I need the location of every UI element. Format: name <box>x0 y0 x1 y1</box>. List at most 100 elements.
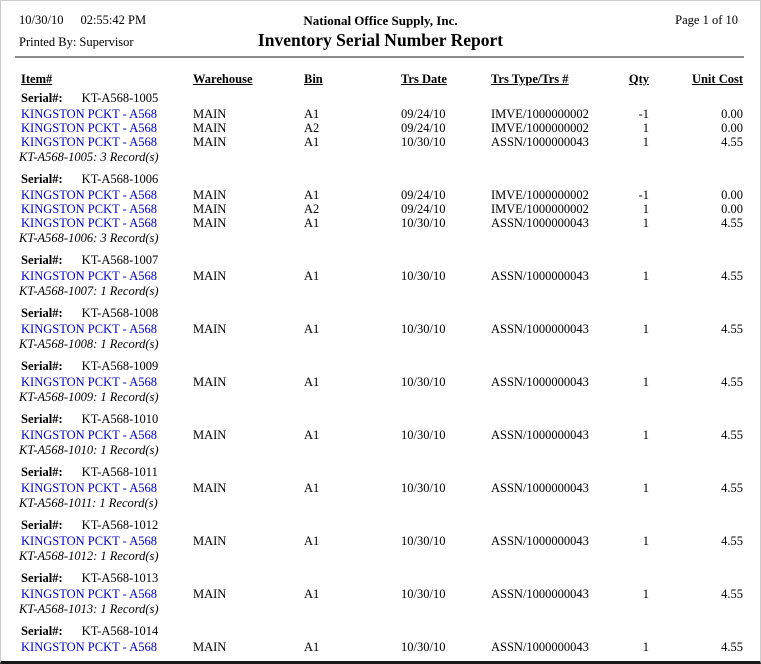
column-header-trs-type: Trs Type/Trs # <box>491 72 569 86</box>
serial-line: Serial#: KT-A568-1012 <box>1 517 760 534</box>
qty-cell: -1 <box>638 107 649 121</box>
serial-number: KT-A568-1009 <box>81 359 159 373</box>
bin-cell: A1 <box>304 322 320 336</box>
item-link[interactable]: KINGSTON PCKT - A568 <box>21 216 158 230</box>
serial-label: Serial#: <box>21 172 63 186</box>
item-link[interactable]: KINGSTON PCKT - A568 <box>21 640 158 654</box>
serial-label: Serial#: <box>21 412 63 426</box>
bin-cell: A1 <box>304 135 320 149</box>
record-count-summary: KT-A568-1013: 1 Record(s) <box>19 602 159 616</box>
trs-type-cell: IMVE/1000000002 <box>491 121 589 135</box>
item-link[interactable]: KINGSTON PCKT - A568 <box>21 481 158 495</box>
bin-cell: A1 <box>304 269 320 283</box>
unit-cost-cell: 0.00 <box>721 121 743 135</box>
column-header-unit-cost: Unit Cost <box>691 72 743 86</box>
bin-cell: A2 <box>304 202 320 216</box>
serial-number: KT-A568-1010 <box>81 412 159 426</box>
item-link[interactable]: KINGSTON PCKT - A568 <box>21 534 158 548</box>
block-rows: KINGSTON PCKT - A568 MAIN A1 10/30/10 AS… <box>1 322 760 336</box>
column-header-row: Item# Warehouse Bin Trs Date Trs Type/Tr… <box>1 71 760 87</box>
item-link[interactable]: KINGSTON PCKT - A568 <box>21 188 158 202</box>
item-link[interactable]: KINGSTON PCKT - A568 <box>21 375 158 389</box>
table-row: KINGSTON PCKT - A568 MAIN A1 10/30/10 AS… <box>1 587 760 601</box>
trs-type-cell: ASSN/1000000043 <box>491 216 589 230</box>
trs-date-cell: 09/24/10 <box>401 202 446 216</box>
warehouse-cell: MAIN <box>193 481 227 495</box>
warehouse-cell: MAIN <box>193 216 227 230</box>
table-row: KINGSTON PCKT - A568 MAIN A1 09/24/10 IM… <box>1 107 760 121</box>
trs-type-cell: ASSN/1000000043 <box>491 640 589 654</box>
trs-date-cell: 10/30/10 <box>401 135 446 149</box>
item-link[interactable]: KINGSTON PCKT - A568 <box>21 428 158 442</box>
record-count-summary: KT-A568-1007: 1 Record(s) <box>19 284 159 298</box>
trs-type-cell: ASSN/1000000043 <box>491 428 589 442</box>
serial-number: KT-A568-1014 <box>81 624 159 638</box>
warehouse-cell: MAIN <box>193 587 227 601</box>
bin-cell: A1 <box>304 188 320 202</box>
table-row: KINGSTON PCKT - A568 MAIN A1 10/30/10 AS… <box>1 428 760 442</box>
qty-cell: -1 <box>638 188 649 202</box>
serial-line: Serial#: KT-A568-1011 <box>1 464 760 481</box>
unit-cost-cell: 0.00 <box>721 107 743 121</box>
serial-number: KT-A568-1007 <box>81 253 159 267</box>
record-count-summary: KT-A568-1009: 1 Record(s) <box>19 390 159 404</box>
unit-cost-cell: 4.55 <box>721 640 743 654</box>
serial-block: Serial#: KT-A568-1011 KINGSTON PCKT - A56… <box>1 464 760 511</box>
table-row: KINGSTON PCKT - A568 MAIN A1 10/30/10 AS… <box>1 375 760 389</box>
column-header-item: Item# <box>21 72 53 86</box>
serial-line: Serial#: KT-A568-1008 <box>1 305 760 322</box>
unit-cost-cell: 4.55 <box>721 587 743 601</box>
qty-cell: 1 <box>642 640 649 654</box>
unit-cost-cell: 4.55 <box>721 135 743 149</box>
header-divider <box>15 56 744 58</box>
item-link[interactable]: KINGSTON PCKT - A568 <box>21 107 158 121</box>
block-rows: KINGSTON PCKT - A568 MAIN A1 09/24/10 IM… <box>1 188 760 230</box>
qty-cell: 1 <box>642 202 649 216</box>
item-link[interactable]: KINGSTON PCKT - A568 <box>21 202 158 216</box>
record-count-summary: KT-A568-1008: 1 Record(s) <box>19 337 159 351</box>
serial-block: Serial#: KT-A568-1013 KINGSTON PCKT - A56… <box>1 570 760 617</box>
trs-type-cell: ASSN/1000000043 <box>491 534 589 548</box>
item-link[interactable]: KINGSTON PCKT - A568 <box>21 587 158 601</box>
trs-date-cell: 10/30/10 <box>401 640 446 654</box>
block-rows: KINGSTON PCKT - A568 MAIN A1 10/30/10 AS… <box>1 269 760 283</box>
serial-block: Serial#: KT-A568-1014 KINGSTON PCKT - A56… <box>1 623 760 654</box>
warehouse-cell: MAIN <box>193 428 227 442</box>
serial-label: Serial#: <box>21 91 63 105</box>
table-row: KINGSTON PCKT - A568 MAIN A1 10/30/10 AS… <box>1 640 760 654</box>
item-link[interactable]: KINGSTON PCKT - A568 <box>21 322 158 336</box>
report-time: 02:55:42 PM <box>80 13 147 27</box>
serial-line: Serial#: KT-A568-1005 <box>1 90 760 107</box>
trs-type-cell: ASSN/1000000043 <box>491 481 589 495</box>
item-link[interactable]: KINGSTON PCKT - A568 <box>21 269 158 283</box>
qty-cell: 1 <box>642 587 649 601</box>
serial-number: KT-A568-1011 <box>81 465 158 479</box>
trs-date-cell: 10/30/10 <box>401 375 446 389</box>
item-link[interactable]: KINGSTON PCKT - A568 <box>21 135 158 149</box>
trs-type-cell: ASSN/1000000043 <box>491 375 589 389</box>
item-link[interactable]: KINGSTON PCKT - A568 <box>21 121 158 135</box>
table-row: KINGSTON PCKT - A568 MAIN A1 10/30/10 AS… <box>1 534 760 548</box>
qty-cell: 1 <box>642 375 649 389</box>
bin-cell: A1 <box>304 481 320 495</box>
unit-cost-cell: 4.55 <box>721 481 743 495</box>
report-date: 10/30/10 <box>19 13 64 27</box>
trs-type-cell: IMVE/1000000002 <box>491 188 589 202</box>
trs-type-cell: IMVE/1000000002 <box>491 202 589 216</box>
serial-label: Serial#: <box>21 306 63 320</box>
qty-cell: 1 <box>642 481 649 495</box>
warehouse-cell: MAIN <box>193 202 227 216</box>
bin-cell: A1 <box>304 216 320 230</box>
block-rows: KINGSTON PCKT - A568 MAIN A1 10/30/10 AS… <box>1 481 760 495</box>
serial-line: Serial#: KT-A568-1010 <box>1 411 760 428</box>
trs-date-cell: 09/24/10 <box>401 188 446 202</box>
serial-number: KT-A568-1006 <box>81 172 159 186</box>
serial-label: Serial#: <box>21 518 63 532</box>
bin-cell: A1 <box>304 107 320 121</box>
trs-date-cell: 09/24/10 <box>401 121 446 135</box>
trs-type-cell: ASSN/1000000043 <box>491 322 589 336</box>
trs-date-cell: 10/30/10 <box>401 587 446 601</box>
record-count-summary: KT-A568-1012: 1 Record(s) <box>19 549 159 563</box>
serial-line: Serial#: KT-A568-1013 <box>1 570 760 587</box>
serial-label: Serial#: <box>21 571 63 585</box>
